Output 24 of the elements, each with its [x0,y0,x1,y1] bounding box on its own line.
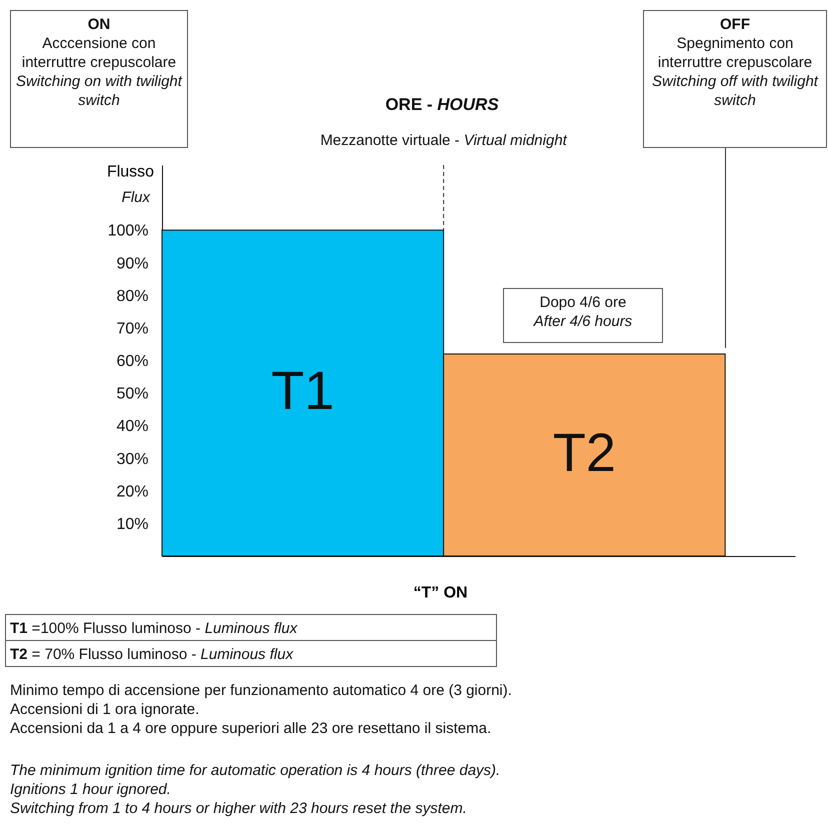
text: The minimum ignition time for automatic operation is 4 hours (three days). Ignitions 1 hour ignored. Switching from 1 to 4 hours or higher with 23 hours reset the system. [10,761,500,818]
text: T2 = 70% Flusso luminoso - Luminous flux [10,646,294,663]
x-tick-label: T1 [271,361,334,422]
y-tick-label: 70% [116,320,148,338]
y-tick-label: 90% [116,255,148,272]
y-tick-label: 80% [116,288,148,305]
text: ON Acccensione con interruttre crepuscolare Switching on with twilight switch [15,15,183,110]
text: Flux [120,188,150,207]
ref-line-label: Mezzanotte virtuale - Virtual midnight [320,132,567,149]
chart-title: ORE - HOURS [385,95,499,114]
text: OFF Spegnimento con interruttre crepuscolare Switching off with twilight switch [651,15,820,110]
y-tick-label: 30% [116,450,148,468]
y-tick-label: 40% [116,418,148,436]
x-axis-title: “T” ON [413,584,468,602]
annotation: Dopo 4/6 ore After 4/6 hours [532,293,634,331]
text: Minimo tempo di accensione per funzionamento automatico 4 ore (3 giorni). Accensioni di 1 ora ignorate. Accensioni da 1 a 4 ore oppure superiori alle 23 ore resettano il sistema. [10,681,512,738]
y-tick-label: 50% [116,386,148,403]
y-tick-label: 10% [116,516,148,533]
x-tick-label: T2 [552,422,616,483]
y-tick-label: 100% [108,222,148,240]
y-axis-title: Flusso [106,164,154,180]
y-tick-label: 60% [116,353,148,370]
text: T1 =100% Flusso luminoso - Luminous flux [10,620,298,637]
y-tick-label: 20% [116,483,148,500]
